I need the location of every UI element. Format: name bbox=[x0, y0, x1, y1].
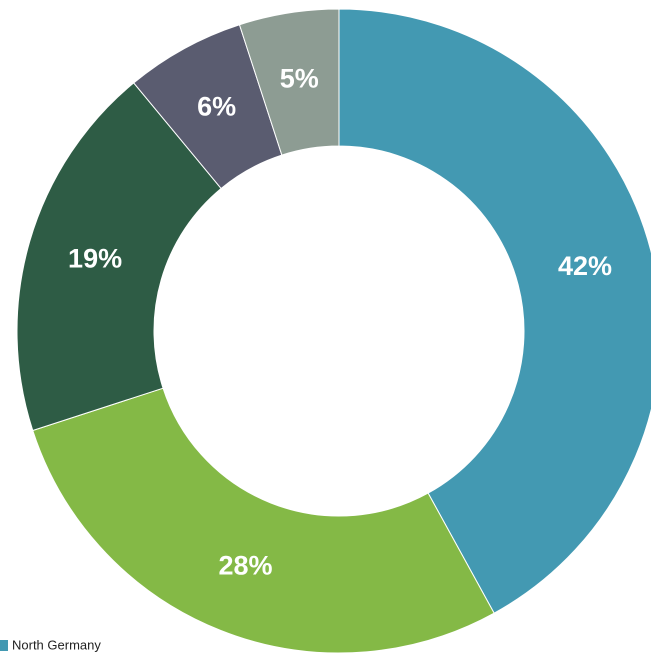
legend-label: North Germany bbox=[12, 637, 101, 652]
donut-slice bbox=[16, 82, 222, 432]
data-label: 19% bbox=[68, 243, 122, 273]
data-label: 28% bbox=[218, 550, 272, 580]
legend-swatch bbox=[0, 640, 8, 651]
data-label: 5% bbox=[280, 63, 319, 93]
data-label: 6% bbox=[197, 92, 236, 122]
data-label: 42% bbox=[558, 251, 612, 281]
donut-slice bbox=[238, 8, 340, 156]
donut-slice bbox=[32, 387, 495, 653]
donut-slice bbox=[338, 8, 651, 614]
